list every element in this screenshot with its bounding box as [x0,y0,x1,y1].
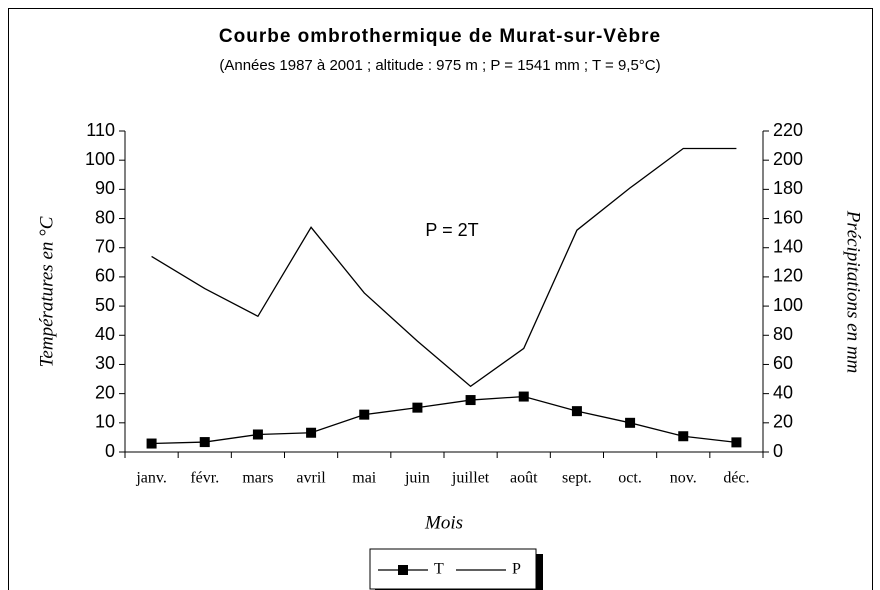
y2-tick-label: 160 [773,207,803,227]
legend-label: T [434,561,444,578]
marker [252,429,263,440]
marker [571,406,582,417]
y-tick-label: 40 [95,324,115,344]
chart-title: Courbe ombrothermique de Murat-sur-Vèbre [219,26,661,47]
marker [465,395,476,406]
y2-axis-label: Précipitations en mm [843,210,864,374]
marker [625,417,636,428]
series-line [151,147,737,388]
chart-subtitle: (Années 1987 à 2001 ; altitude : 975 m ;… [219,57,660,74]
legend-label: P [512,561,521,578]
x-tick-label: juillet [451,470,490,487]
y-tick-label: 80 [95,207,115,227]
y-tick-label: 30 [95,353,115,373]
y2-tick-label: 80 [773,324,793,344]
marker [678,431,689,442]
x-tick-label: nov. [670,470,697,487]
series-line [151,395,737,445]
y-tick-label: 90 [95,178,115,198]
y-tick-label: 10 [95,412,115,432]
y2-tick-label: 0 [773,441,783,461]
y-tick-label: 100 [85,149,115,169]
y2-tick-label: 180 [773,178,803,198]
y-tick-label: 20 [95,382,115,402]
marker [199,437,210,448]
y-tick-label: 110 [86,120,115,140]
y2-tick-label: 200 [773,149,803,169]
y2-tick-label: 20 [773,412,793,432]
x-tick-label: févr. [190,470,219,487]
y2-tick-label: 60 [773,353,793,373]
x-tick-label: janv. [135,470,167,487]
marker [412,402,423,413]
x-tick-label: mars [242,470,273,487]
marker [518,391,529,402]
x-tick-label: oct. [618,470,642,487]
y2-tick-label: 220 [773,120,803,140]
y2-tick-label: 140 [773,236,803,256]
marker [731,437,742,448]
y-tick-label: 70 [95,236,115,256]
x-axis-label: Mois [424,512,463,533]
y2-tick-label: 100 [773,295,803,315]
legend-marker [398,565,408,575]
chart-frame [8,8,873,590]
x-tick-label: juin [404,470,430,487]
y-tick-label: 60 [95,266,115,286]
annotation: P = 2T [425,220,478,240]
x-tick-label: mai [352,470,377,487]
marker [306,427,317,438]
x-tick-label: avril [296,470,326,487]
y-tick-label: 50 [95,295,115,315]
y2-tick-label: 40 [773,382,793,402]
y-tick-label: 0 [105,441,115,461]
legend-box [369,548,537,590]
marker [146,438,157,449]
x-tick-label: déc. [723,470,749,487]
x-tick-label: sept. [562,470,592,487]
y2-tick-label: 120 [773,266,803,286]
x-tick-label: août [510,470,538,487]
y-axis-label: Températures en °C [36,216,57,367]
marker [359,409,370,420]
